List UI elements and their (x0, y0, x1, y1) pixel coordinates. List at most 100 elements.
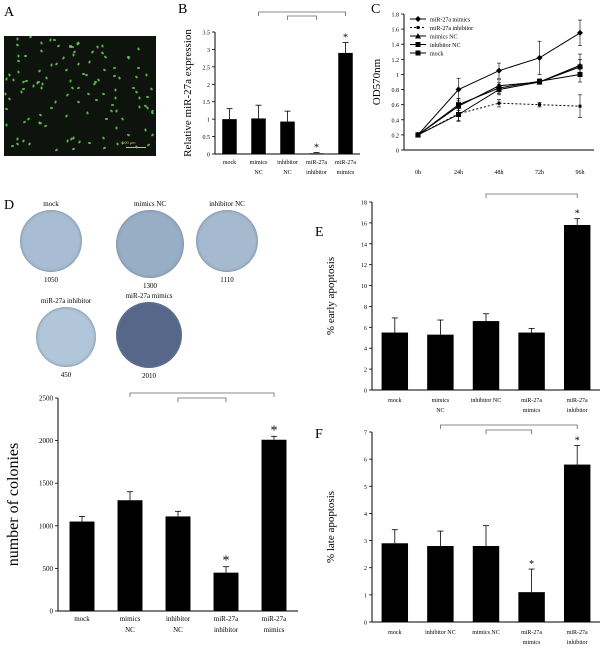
y-tick-label: 16 (361, 221, 367, 227)
chart-d-colonies: 0 500 1000 1500 2000 2500 mock mimics NC inhibito… (5, 392, 298, 634)
cell-dot (120, 117, 125, 121)
significance-star: * (271, 423, 278, 438)
x-tick-label: miR-27a (521, 398, 542, 404)
y-axis-label: % early apoptosis (325, 257, 337, 335)
cell-dot (97, 78, 101, 82)
cell-dot (24, 79, 29, 83)
x-tick-label: mimics (337, 170, 355, 176)
bar (472, 546, 500, 622)
y-tick-label: 0.5 (203, 135, 211, 141)
bar (261, 439, 287, 611)
cell-dot (134, 89, 139, 94)
x-tick-label: miR-27a (521, 630, 542, 636)
comparison-bracket (177, 397, 227, 402)
bar (563, 464, 591, 622)
significance-star: * (575, 436, 580, 447)
cell-dot (15, 43, 20, 47)
plate-label: miR-27a mimics (125, 292, 173, 300)
x-tick-label: 72h (535, 170, 544, 176)
data-point (415, 42, 421, 47)
cell-dot (88, 60, 92, 64)
y-tick-label: 3 (364, 539, 367, 545)
cell-dot (102, 146, 107, 150)
chart-e-early-apoptosis: 0 2 4 6 8 10 12 14 16 18 mock mimics NC inhibitor NC m… (325, 193, 600, 414)
x-tick-label: miR-27a (214, 615, 239, 623)
x-tick-label: 48h (495, 170, 504, 176)
cell-dot (76, 100, 80, 104)
legend-label: mimics NC (430, 35, 458, 41)
cell-dot (114, 88, 117, 92)
data-point (416, 26, 420, 29)
cell-dot (101, 92, 106, 96)
x-tick-label: inhibitor NC (425, 630, 456, 636)
x-tick-label: inhibitor (567, 408, 588, 414)
y-tick-label: 0 (50, 608, 54, 616)
x-tick-label: mock (223, 160, 236, 166)
cell-dot (86, 110, 90, 115)
chart-c-od570: 0 0.2 0.4 0.6 0.8 1 1.2 1.4 1.6 1.8 0h 24h 48h 72h 96h… (371, 13, 594, 176)
cell-dot (112, 66, 117, 70)
x-tick-label: inhibitor NC (471, 398, 502, 404)
cell-dot (120, 141, 124, 145)
cell-dot (114, 109, 118, 113)
cell-dot (88, 141, 92, 145)
cell-dot (64, 114, 69, 118)
legend-label: miR-27a mimics (430, 18, 471, 24)
cell-dot (126, 133, 131, 137)
cell-dot (54, 62, 59, 66)
cell-dot (96, 45, 100, 49)
cell-dot (77, 140, 81, 144)
bar (381, 332, 409, 390)
cell-dot (12, 78, 15, 82)
y-tick-label: 2 (364, 368, 367, 374)
y-tick-label: 0 (364, 389, 367, 395)
x-tick-label: mimics (264, 626, 285, 634)
data-point (578, 104, 582, 108)
x-tick-label: miR-27a (567, 398, 588, 404)
cell-dot (100, 51, 104, 55)
chart-f-late-apoptosis: 0 1 2 3 4 5 6 7 mock inhibitor NC mimics NC miR-27a… (325, 424, 600, 646)
y-tick-label: 1 (396, 73, 399, 79)
plate-colony-count: 1300 (143, 282, 157, 290)
cell-dot (43, 124, 48, 128)
cell-dot (150, 133, 155, 138)
y-tick-label: 1.8 (392, 13, 400, 19)
plate-colony-count: 2010 (142, 372, 156, 380)
cell-dot (90, 50, 94, 55)
plate-label: mock (43, 200, 59, 208)
culture-plate (116, 302, 182, 368)
y-tick-label: 6 (364, 326, 367, 332)
comparison-bracket (129, 392, 275, 397)
cell-dot (15, 137, 19, 141)
series-line (417, 102, 581, 136)
data-point (577, 64, 583, 70)
bar (427, 334, 454, 390)
data-point (538, 103, 541, 107)
cell-dot (24, 55, 28, 58)
cell-dot (49, 38, 52, 43)
cell-dot (136, 66, 140, 69)
y-tick-label: 7 (364, 431, 367, 437)
cell-dot (27, 141, 31, 146)
cell-dot (70, 86, 74, 90)
cell-dot (56, 44, 61, 48)
y-tick-label: 1.6 (392, 28, 400, 34)
y-tick-label: 0 (364, 621, 367, 627)
x-tick-label: inhibitor (166, 615, 191, 623)
x-tick-label: NC (254, 170, 262, 176)
bar (165, 516, 191, 611)
cell-dot (150, 111, 154, 115)
cell-dot (135, 145, 139, 149)
significance-star: * (529, 559, 534, 570)
data-point (415, 16, 421, 22)
bar (280, 121, 295, 154)
bar (427, 546, 454, 622)
y-tick-label: 1.4 (392, 43, 400, 49)
cell-dot (50, 63, 53, 67)
culture-plate (196, 210, 258, 272)
cell-dot (149, 86, 154, 91)
cell-dot (61, 56, 65, 61)
cell-dot (52, 38, 57, 42)
y-axis-label: % late apoptosis (325, 491, 337, 563)
cell-dot (135, 75, 139, 79)
